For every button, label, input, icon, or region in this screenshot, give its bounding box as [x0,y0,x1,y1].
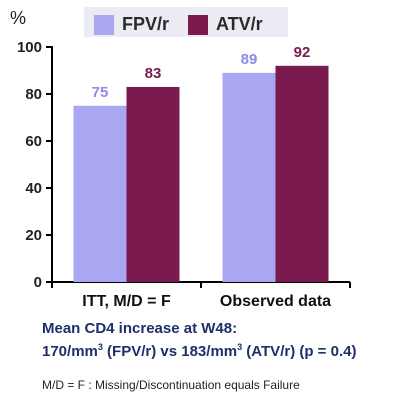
legend-label-fpv: FPV/r [122,14,170,34]
legend-label-atv: ATV/r [216,14,263,34]
bar [275,65,329,282]
legend-item-atv: ATV/r [188,14,263,35]
legend: FPV/r ATV/r [84,7,288,37]
legend-swatch-fpv [94,14,114,35]
y-tick-label: 100 [17,39,42,56]
x-category-label: Observed data [220,293,331,310]
cd4-note-line1: Mean CD4 increase at W48: [42,320,238,337]
cd4-note-sup-2: 3 [237,342,243,352]
x-category-label: ITT, M/D = F [82,293,171,310]
y-axis-unit-label: % [10,8,26,28]
bar [73,105,127,282]
cd4-note-part-b: (FPV/r) vs 183/mm [102,343,238,360]
bar [126,86,180,282]
y-tick-label: 0 [34,274,42,291]
bar-data-label: 92 [294,44,311,61]
footnote: M/D = F : Missing/Discontinuation equals… [42,378,300,392]
bar-data-label: 83 [145,65,162,82]
y-tick-label: 60 [25,133,42,150]
legend-item-fpv: FPV/r [94,14,169,35]
bar-chart: % 0 20 40 60 80 100 75 83 ITT, M/D = F 89 92 Observe… [10,8,351,310]
bar-data-label: 89 [241,51,258,68]
y-tick-label: 20 [25,227,42,244]
bar-data-label: 75 [92,84,109,101]
cd4-note-part-a: 170/mm [42,343,98,360]
cd4-note-sup-1: 3 [97,342,103,352]
legend-swatch-atv [188,14,208,35]
cd4-note-part-c: (ATV/r) (p = 0.4) [242,343,357,360]
y-tick-label: 40 [25,180,42,197]
y-tick-label: 80 [25,86,42,103]
bar [222,72,276,282]
cd4-note-line2: 170/mm3 (FPV/r) vs 183/mm3 (ATV/r) (p = … [42,342,356,360]
